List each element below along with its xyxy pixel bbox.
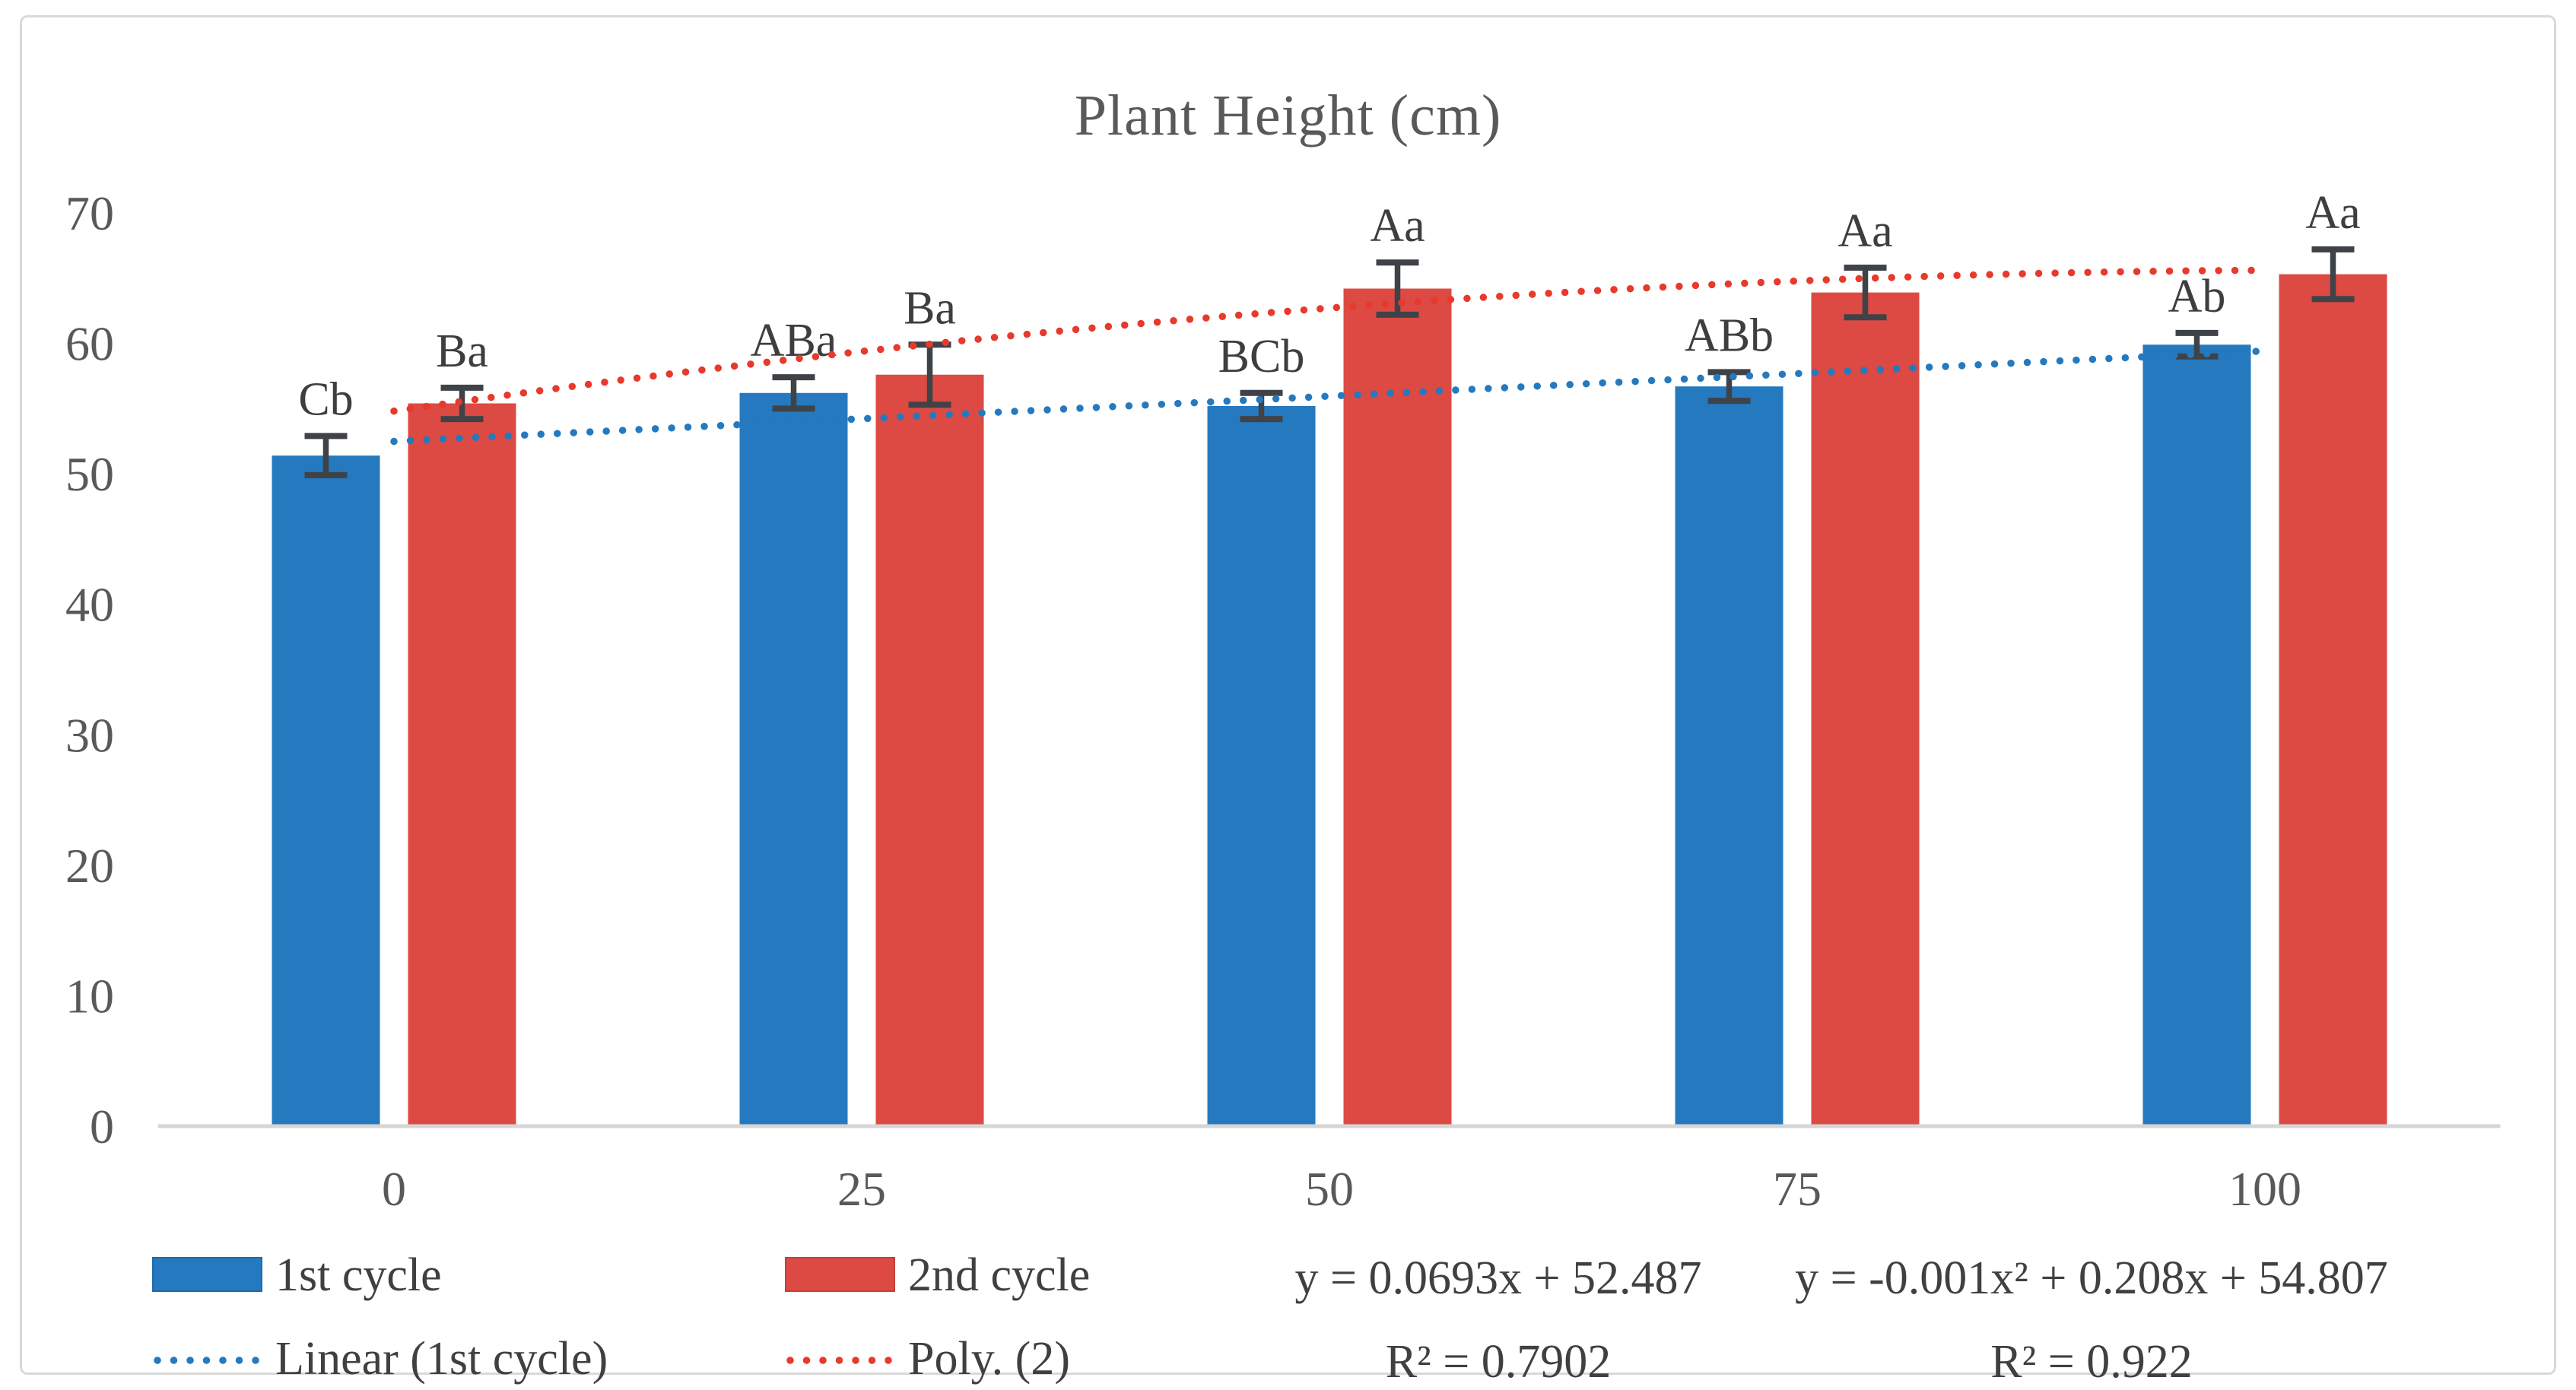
significance-label: Ab <box>2168 271 2226 322</box>
legend-label-2nd-cycle: 2nd cycle <box>908 1249 1091 1301</box>
error-bar <box>1376 259 1419 318</box>
legend-dotted-line-blue <box>154 1357 265 1364</box>
legend-label-1st-cycle: 1st cycle <box>275 1249 442 1301</box>
legend-swatch-1st-cycle <box>152 1257 262 1292</box>
error-bar <box>2175 329 2219 360</box>
bar-2nd-cycle-x50 <box>1343 288 1452 1126</box>
x-tick-label-100: 100 <box>2228 1162 2301 1216</box>
trendline-linear-1st-cycle <box>390 347 2269 446</box>
y-tick-label-0: 0 <box>90 1100 114 1154</box>
bar-2nd-cycle-x100 <box>2279 274 2387 1127</box>
error-bar <box>1844 265 1887 321</box>
y-tick-label-50: 50 <box>65 447 114 501</box>
significance-label: ABb <box>1685 309 1774 361</box>
significance-label: Ba <box>904 282 956 334</box>
significance-label: ABa <box>751 315 837 367</box>
y-tick-label-40: 40 <box>65 578 114 632</box>
legend-dotted-line-red <box>786 1357 897 1364</box>
legend-label-linear-trendline: Linear (1st cycle) <box>275 1333 608 1385</box>
significance-label: Aa <box>2305 187 2360 239</box>
significance-label: Aa <box>1838 205 1892 257</box>
y-tick-label-20: 20 <box>65 839 114 893</box>
chart-title: Plant Height (cm) <box>1074 84 1502 148</box>
significance-label: BCb <box>1218 331 1305 382</box>
significance-label: Ba <box>436 325 488 377</box>
bar-1st-cycle-x0 <box>272 455 380 1126</box>
bar-1st-cycle-x25 <box>739 392 848 1126</box>
significance-label: Aa <box>1370 200 1425 252</box>
significance-label: Cb <box>298 373 353 425</box>
equation-linear: y = 0.0693x + 52.487 <box>1294 1252 1702 1304</box>
trendline-poly-2nd-cycle <box>390 266 2269 415</box>
error-bar <box>440 384 484 423</box>
equation-poly: y = -0.001x² + 0.208x + 54.807 <box>1795 1252 2388 1304</box>
y-tick-label-30: 30 <box>65 708 114 762</box>
bar-2nd-cycle-x75 <box>1811 292 1920 1126</box>
x-tick-label-50: 50 <box>1305 1162 1354 1216</box>
error-bar <box>772 374 815 412</box>
x-tick-label-25: 25 <box>837 1162 886 1216</box>
r-squared-poly: R² = 0.922 <box>1990 1336 2193 1388</box>
y-tick-label-60: 60 <box>65 317 114 371</box>
figure-border <box>20 15 2556 1375</box>
y-tick-label-70: 70 <box>65 186 114 240</box>
bar-1st-cycle-x75 <box>1675 386 1784 1126</box>
bar-2nd-cycle-x25 <box>875 374 984 1127</box>
bar-2nd-cycle-x0 <box>408 403 516 1126</box>
legend-label-poly-trendline: Poly. (2) <box>908 1333 1070 1385</box>
equation-block-poly: y = -0.001x² + 0.208x + 54.807 R² = 0.92… <box>1772 1253 2411 1387</box>
bar-1st-cycle-x50 <box>1207 405 1316 1126</box>
x-tick-label-75: 75 <box>1773 1162 1822 1216</box>
x-tick-label-0: 0 <box>382 1162 406 1216</box>
legend-swatch-2nd-cycle <box>785 1257 895 1292</box>
error-bar <box>304 433 348 478</box>
equation-block-linear: y = 0.0693x + 52.487 R² = 0.7902 <box>1209 1253 1787 1387</box>
error-bar <box>1707 369 1751 405</box>
r-squared-linear: R² = 0.7902 <box>1385 1336 1612 1388</box>
y-tick-label-10: 10 <box>65 969 114 1023</box>
bar-1st-cycle-x100 <box>2142 344 2251 1127</box>
error-bar <box>2311 246 2355 303</box>
